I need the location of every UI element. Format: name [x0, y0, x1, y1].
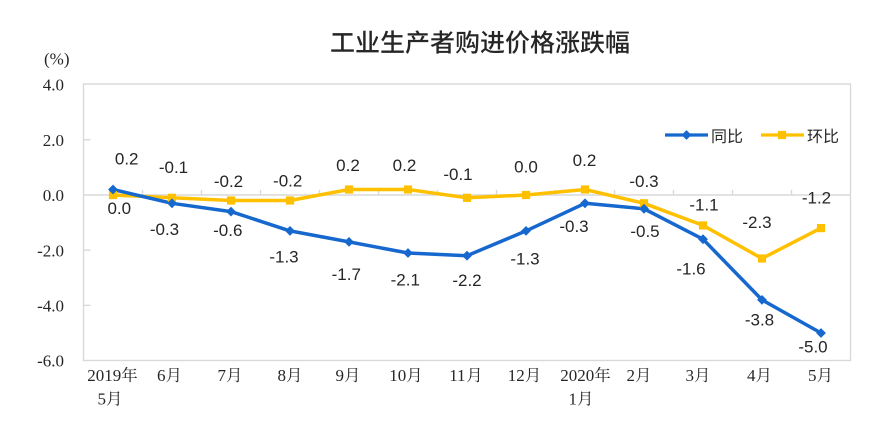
svg-text:2019: 2019	[87, 366, 121, 385]
svg-text:2020: 2020	[560, 366, 594, 385]
svg-text:12: 12	[508, 366, 525, 385]
svg-text:4: 4	[747, 366, 756, 385]
svg-text:-2.2: -2.2	[452, 271, 481, 290]
svg-text:-1.1: -1.1	[689, 196, 718, 215]
svg-text:11: 11	[449, 366, 465, 385]
svg-text:7: 7	[218, 366, 227, 385]
svg-text:5: 5	[808, 366, 817, 385]
svg-text:-2.0: -2.0	[37, 241, 64, 260]
svg-text:-6.0: -6.0	[37, 352, 64, 371]
svg-text:0.0: 0.0	[43, 186, 64, 205]
svg-text:-0.1: -0.1	[443, 165, 472, 184]
svg-text:6: 6	[157, 366, 166, 385]
svg-text:-0.6: -0.6	[213, 221, 242, 240]
svg-text:0.2: 0.2	[393, 156, 417, 175]
svg-text:1: 1	[569, 390, 578, 409]
svg-text:-3.8: -3.8	[745, 311, 774, 330]
svg-text:-1.6: -1.6	[676, 260, 705, 279]
svg-text:0.2: 0.2	[115, 150, 139, 169]
svg-text:3: 3	[686, 366, 695, 385]
svg-text:0.0: 0.0	[514, 158, 538, 177]
svg-text:-2.1: -2.1	[391, 271, 420, 290]
svg-text:-1.3: -1.3	[510, 250, 539, 269]
svg-text:-0.5: -0.5	[630, 222, 659, 241]
svg-text:-1.3: -1.3	[269, 248, 298, 267]
svg-text:9: 9	[336, 366, 345, 385]
svg-text:-0.3: -0.3	[150, 220, 179, 239]
svg-text:8: 8	[278, 366, 287, 385]
svg-text:5: 5	[98, 390, 107, 409]
svg-text:10: 10	[389, 366, 406, 385]
svg-text:-0.2: -0.2	[214, 172, 243, 191]
svg-text:-4.0: -4.0	[37, 297, 64, 316]
svg-text:0.0: 0.0	[107, 199, 131, 218]
svg-text:-0.2: -0.2	[273, 172, 302, 191]
svg-text:2.0: 2.0	[43, 131, 64, 150]
svg-text:-1.7: -1.7	[332, 265, 361, 284]
svg-text:0.2: 0.2	[336, 156, 360, 175]
svg-text:-0.3: -0.3	[559, 217, 588, 236]
svg-text:(%): (%)	[44, 50, 69, 69]
svg-text:-2.3: -2.3	[742, 213, 771, 232]
svg-text:-0.1: -0.1	[159, 158, 188, 177]
svg-text:4.0: 4.0	[43, 76, 64, 95]
svg-text:-0.3: -0.3	[629, 172, 658, 191]
svg-text:2: 2	[627, 366, 636, 385]
svg-text:-1.2: -1.2	[802, 189, 831, 208]
svg-text:-5.0: -5.0	[798, 338, 827, 357]
svg-text:0.2: 0.2	[573, 151, 597, 170]
